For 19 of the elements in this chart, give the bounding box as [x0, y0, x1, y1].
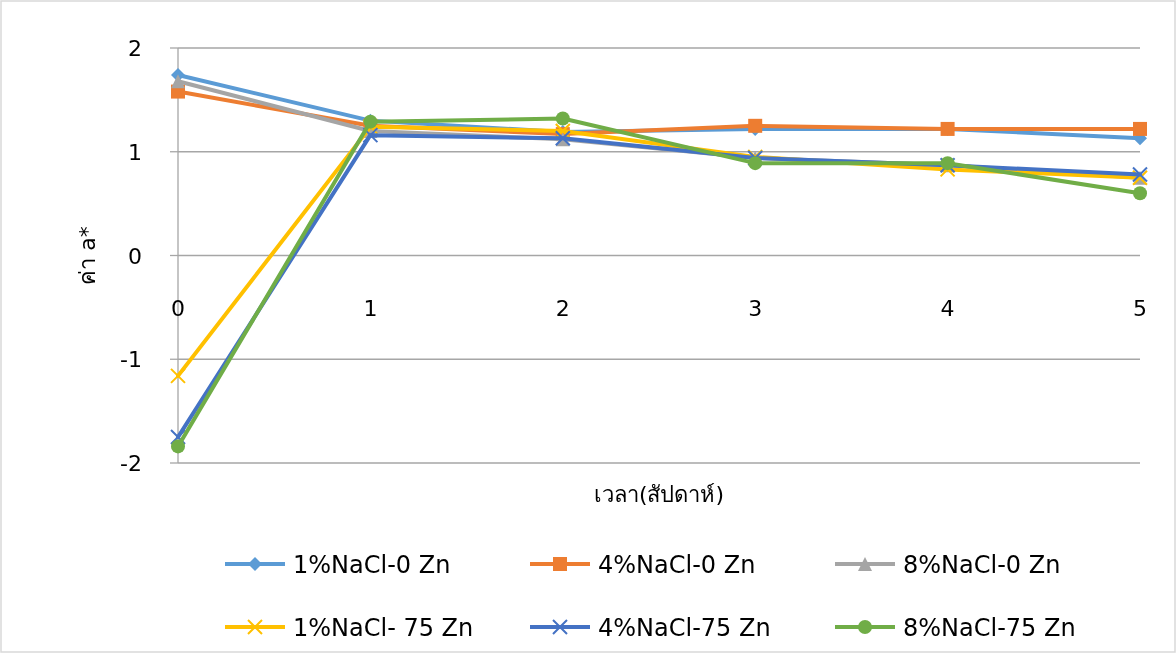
x-tick-label: 0: [171, 295, 185, 321]
x-tick-label: 4: [940, 295, 955, 321]
y-axis-title: ค่า a*: [75, 226, 100, 285]
y-tick-label: -2: [120, 451, 142, 476]
legend-label: 1%NaCl- 75 Zn: [293, 614, 474, 642]
y-tick-label: 2: [128, 36, 142, 61]
x-tick-label: 2: [555, 295, 570, 321]
x-tick-label: 1: [363, 295, 378, 321]
y-tick-label: -1: [120, 347, 142, 373]
y-tick-label: 0: [128, 243, 142, 269]
y-tick-label: 1: [128, 139, 142, 165]
x-axis-title: เวลา(สัปดาห์): [593, 482, 725, 507]
legend-label: 8%NaCl-0 Zn: [903, 551, 1061, 579]
legend-label: 4%NaCl-75 Zn: [598, 614, 771, 642]
x-tick-label: 3: [748, 295, 763, 321]
legend-label: 8%NaCl-75 Zn: [903, 614, 1076, 642]
legend-label: 1%NaCl-0 Zn: [293, 551, 451, 579]
x-tick-label: 5: [1133, 295, 1147, 321]
legend-label: 4%NaCl-0 Zn: [598, 551, 756, 579]
